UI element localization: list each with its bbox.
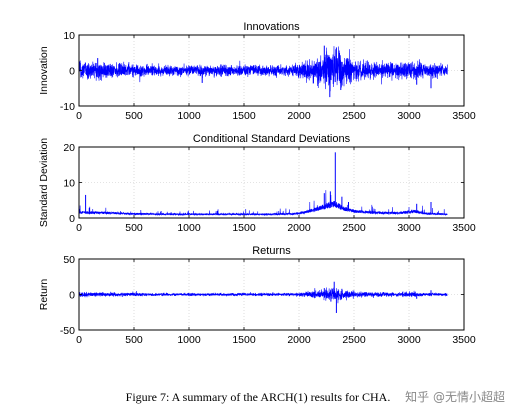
innovations-title: Innovations <box>243 21 300 33</box>
returns-xtick-label-1500: 1500 <box>232 334 256 346</box>
returns-ylabel: Return <box>38 279 50 311</box>
innovations-xtick-label-2500: 2500 <box>342 110 366 122</box>
conditional-standard-deviations-xtick-label-2000: 2000 <box>287 222 311 234</box>
returns-panel: 0 500 1000 1500 2000 2500 3000 3500-50050Return… <box>38 245 476 346</box>
conditional-standard-deviations-ytick-label-10: 10 <box>63 178 75 190</box>
innovations-xtick-label-3000: 3000 <box>397 110 421 122</box>
returns-ytick-label-50: 50 <box>63 254 75 266</box>
conditional-standard-deviations-xtick-label-1000: 1000 <box>177 222 201 234</box>
returns-xtick-label-1000: 1000 <box>177 334 201 346</box>
conditional-standard-deviations-xtick-label-500: 500 <box>125 222 143 234</box>
returns-xtick-label-2000: 2000 <box>287 334 311 346</box>
returns-ytick-label-0: 0 <box>69 290 75 302</box>
innovations-panel: 0 500 1000 1500 2000 2500 3000 3500-10010Innova… <box>38 21 476 122</box>
conditional-standard-deviations-xtick-label-1500: 1500 <box>232 222 256 234</box>
innovations-ylabel: Innovation <box>38 46 50 95</box>
conditional-standard-deviations-ytick-label-0: 0 <box>69 213 75 225</box>
conditional-standard-deviations-title: Conditional Standard Deviations <box>193 133 351 145</box>
returns-xtick-label-500: 500 <box>125 334 143 346</box>
innovations-xtick-label-1500: 1500 <box>232 110 256 122</box>
returns-series-line <box>78 287 448 304</box>
innovations-ytick-label--10: -10 <box>60 101 75 113</box>
returns-xtick-label-3000: 3000 <box>397 334 421 346</box>
innovations-ytick-label-0: 0 <box>69 66 75 78</box>
watermark-text: 知乎 @无情小超超 <box>405 389 505 404</box>
conditional-standard-deviations-series-line <box>78 190 448 217</box>
conditional-standard-deviations-panel: 0 500 1000 1500 2000 2500 3000 3500 0 10 20 Conditi… <box>38 133 476 234</box>
innovations-xtick-label-500: 500 <box>125 110 143 122</box>
conditional-standard-deviations-xtick-label-0: 0 <box>76 222 82 234</box>
conditional-standard-deviations-ylabel: Standard Deviation <box>38 138 50 227</box>
returns-xtick-label-3500: 3500 <box>452 334 476 346</box>
conditional-standard-deviations-xtick-label-3000: 3000 <box>397 222 421 234</box>
figure-caption: Figure 7: A summary of the ARCH(1) resul… <box>126 390 391 404</box>
conditional-standard-deviations-xtick-label-2500: 2500 <box>342 222 366 234</box>
innovations-xtick-label-3500: 3500 <box>452 110 476 122</box>
innovations-ytick-label-10: 10 <box>63 30 75 42</box>
innovations-xtick-label-0: 0 <box>76 110 82 122</box>
returns-xtick-label-2500: 2500 <box>342 334 366 346</box>
returns-xtick-label-0: 0 <box>76 334 82 346</box>
conditional-standard-deviations-ytick-label-20: 20 <box>63 142 75 154</box>
innovations-series-line <box>78 46 448 92</box>
conditional-standard-deviations-xtick-label-3500: 3500 <box>452 222 476 234</box>
innovations-xtick-label-2000: 2000 <box>287 110 311 122</box>
innovations-xtick-label-1000: 1000 <box>177 110 201 122</box>
returns-ytick-label--50: -50 <box>60 325 75 337</box>
returns-title: Returns <box>252 245 291 257</box>
